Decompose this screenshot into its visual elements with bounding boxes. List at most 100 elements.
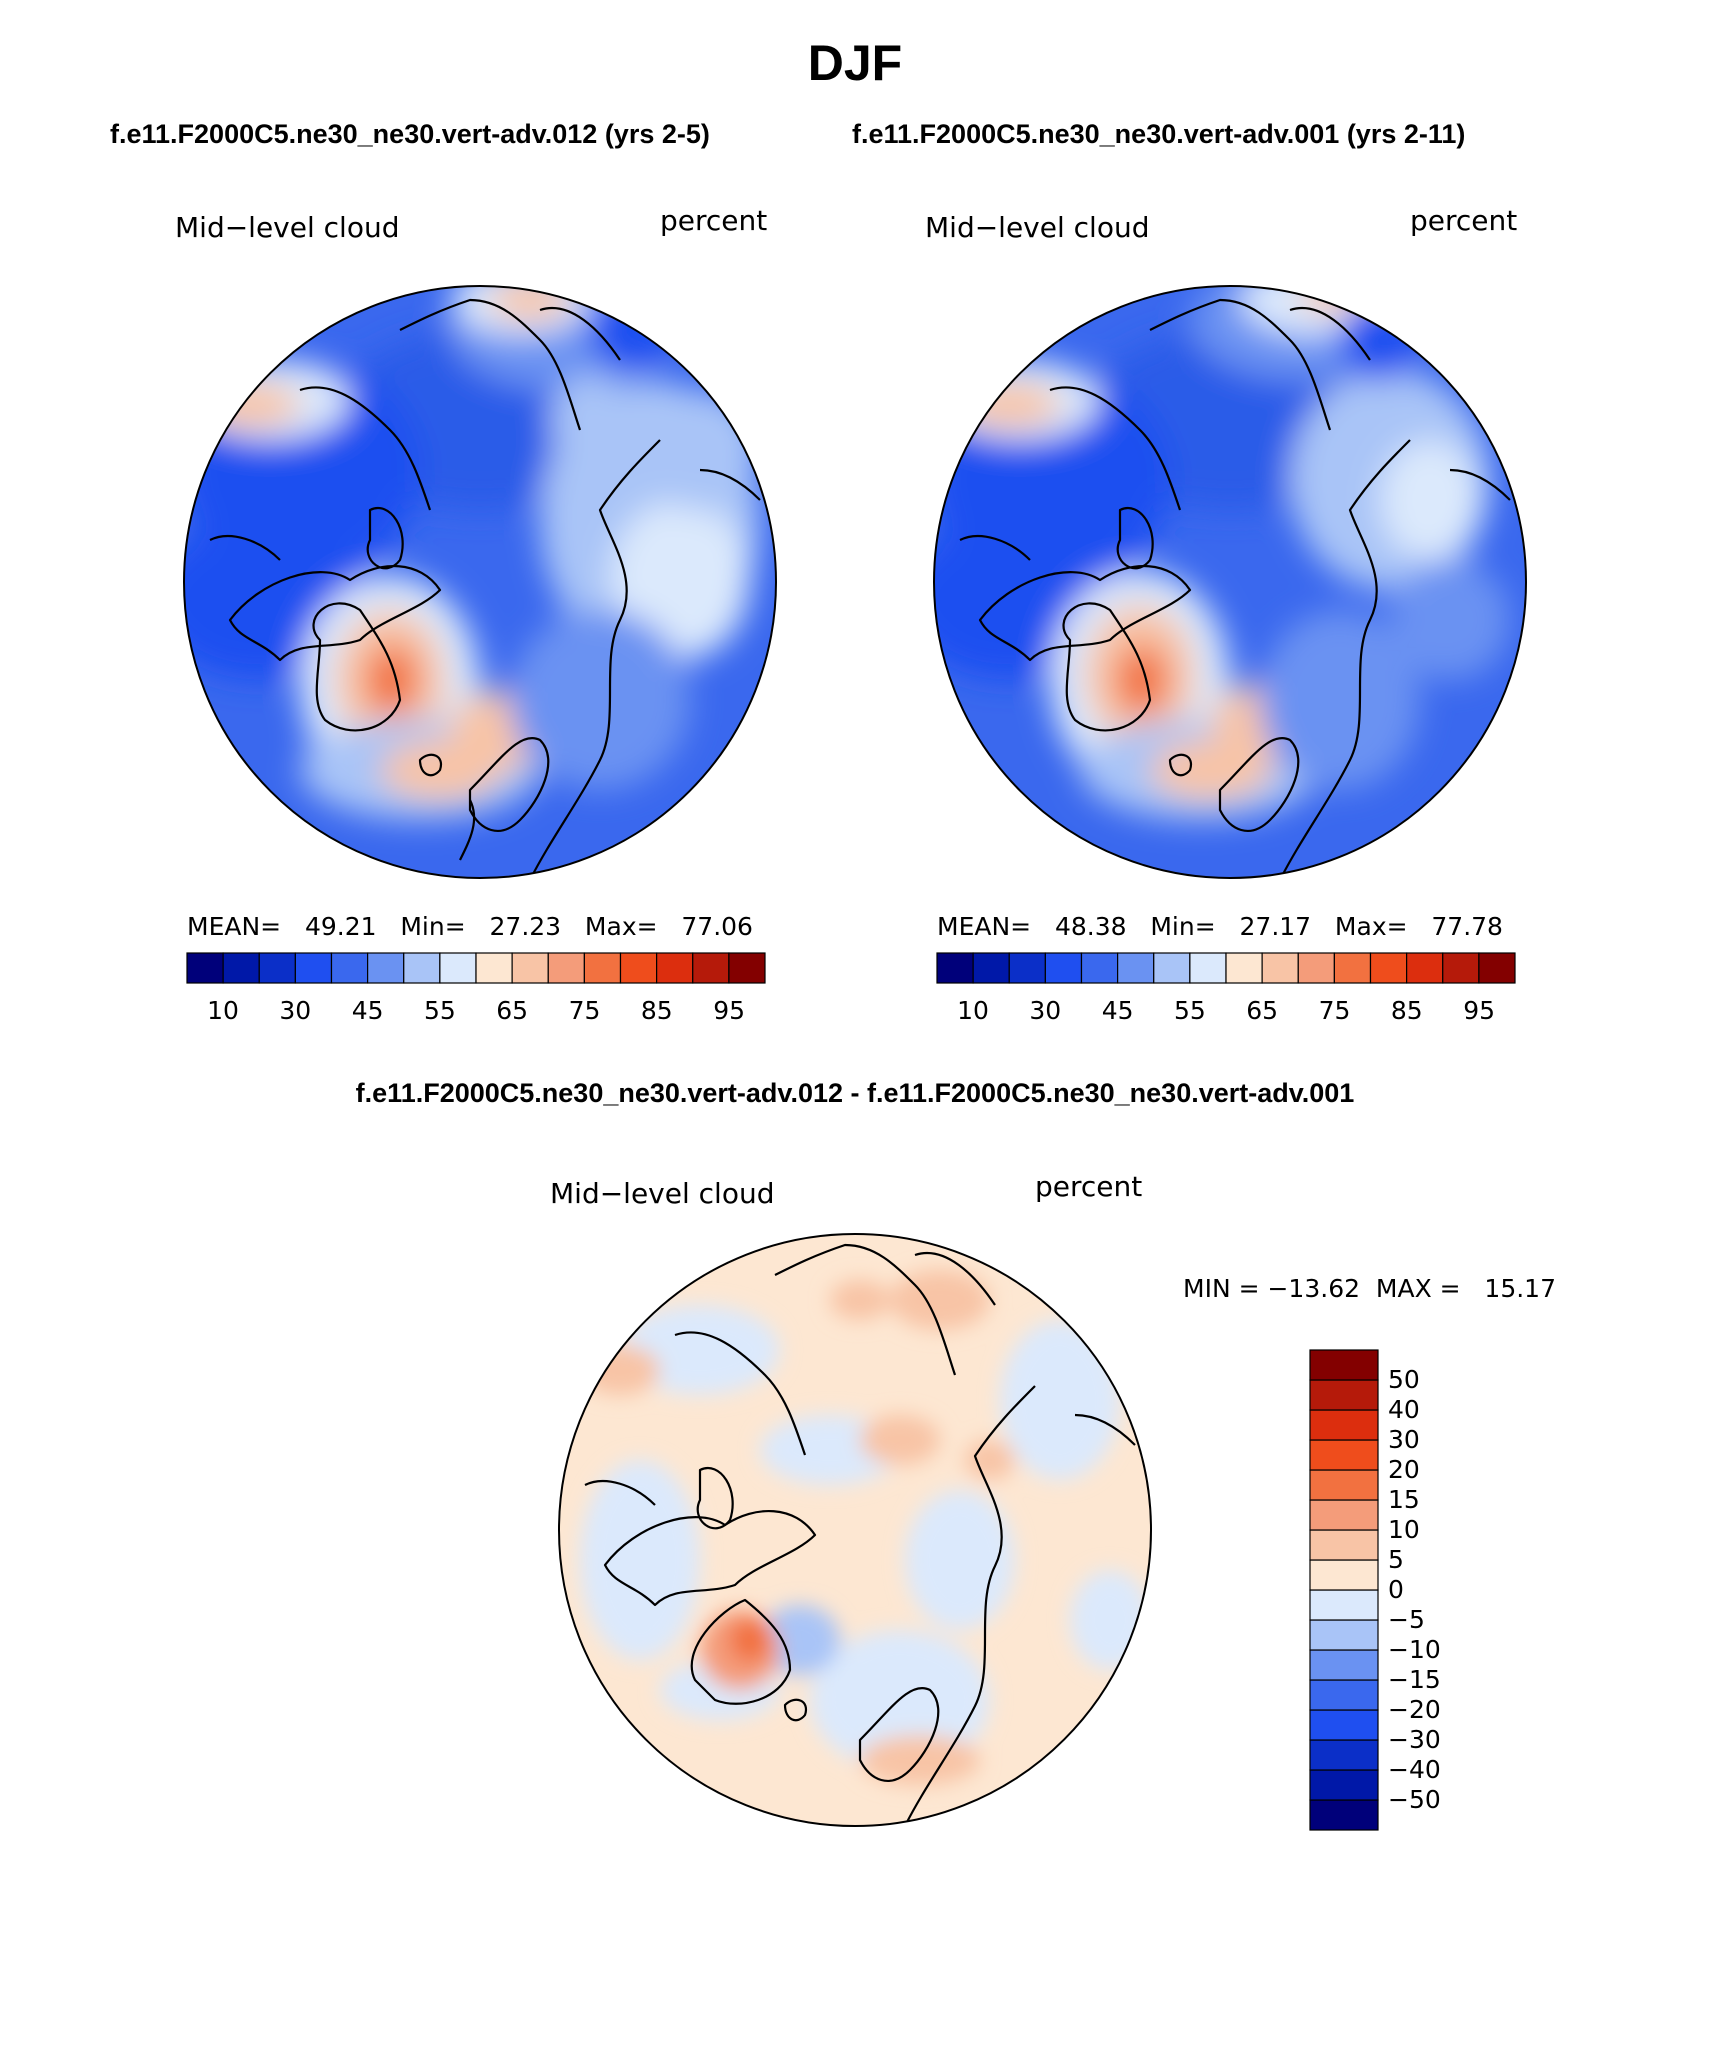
colorbar-swatch [1261,952,1299,984]
colorbar-swatch [1309,1739,1379,1771]
variable-label-left: Mid−level cloud [175,211,399,244]
colorbar-tick-label: 75 [569,996,601,1025]
colorbar-tick-label: 10 [957,996,989,1025]
colorbar-swatch [1309,1799,1379,1831]
colorbar-swatch [258,952,296,984]
colorbar-tick-label: −30 [1388,1725,1441,1754]
colorbar-tick-label: 55 [424,996,456,1025]
colorbar-swatch [936,952,974,984]
coastlines-left [209,298,761,878]
colorbar-swatch [511,952,549,984]
colorbar-swatch [1008,952,1046,984]
colorbar-swatch [1309,1589,1379,1621]
main-title: DJF [808,35,902,91]
colorbar-swatch [1333,952,1372,984]
colorbar-swatch [367,952,405,984]
colorbar-swatch [972,952,1010,984]
colorbar-tick-label: 30 [279,996,311,1025]
colorbar-tick-label: −50 [1388,1785,1441,1814]
units-label-right: percent [1410,204,1517,237]
stats-left: MEAN= 49.21 Min= 27.23 Max= 77.06 [187,912,753,941]
variable-label-right: Mid−level cloud [925,211,1149,244]
colorbar-swatch [728,952,766,984]
colorbar-swatch [1080,952,1119,984]
colorbar-tick-label: 75 [1319,996,1351,1025]
difference-title: f.e11.F2000C5.ne30_ne30.vert-adv.012 - f… [356,1078,1355,1108]
colorbar-tick-label: 85 [641,996,673,1025]
colorbar-tick-label: 20 [1388,1455,1420,1484]
colorbar-tick-label: 10 [1388,1515,1420,1544]
colorbar-right: 10 30 45 55 65 75 85 95 [936,952,1516,1025]
colorbar-tick-label: 10 [207,996,239,1025]
colorbar-swatch [1189,952,1227,984]
colorbar-tick-label: −40 [1388,1755,1441,1784]
stats-diff: MIN = −13.62 MAX = 15.17 [1183,1274,1556,1303]
colorbar-tick-label: 50 [1388,1365,1420,1394]
units-label-left: percent [660,204,767,237]
colorbar-swatch [1309,1499,1379,1531]
colorbar-tick-label: 85 [1391,996,1423,1025]
colorbar-tick-label: −15 [1388,1665,1441,1694]
colorbar-tick-label: 65 [1246,996,1278,1025]
colorbar-swatch [439,952,477,984]
colorbar-swatch [1478,952,1516,984]
stats-right: MEAN= 48.38 Min= 27.17 Max= 77.78 [937,912,1503,941]
colorbar-swatch [1406,952,1444,984]
colorbar-swatch [1309,1439,1379,1471]
colorbar-swatch [1309,1349,1379,1381]
colorbar-tick-label: 30 [1388,1425,1420,1454]
colorbar-swatch [1309,1769,1379,1801]
colorbar-swatch [1044,952,1083,984]
colorbar-tick-label: −10 [1388,1635,1441,1664]
colorbar-tick-label: 95 [1463,996,1495,1025]
colorbar-tick-label: 15 [1388,1485,1420,1514]
units-label-diff: percent [1035,1170,1142,1203]
colorbar-swatch [619,952,658,984]
colorbar-swatch [1309,1379,1379,1411]
map-difference: Mid−level cloud percent [550,1170,1556,1831]
colorbar-swatch [403,952,441,984]
colorbar-swatch [1309,1679,1379,1711]
colorbar-swatch [583,952,622,984]
panel-title-right: f.e11.F2000C5.ne30_ne30.vert-adv.001 (yr… [852,119,1465,149]
colorbar-tick-label: 45 [1102,996,1134,1025]
coastlines-diff [584,1243,1136,1826]
map-right: Mid−level cloud percent [925,204,1527,1025]
coastlines-right [959,298,1511,878]
colorbar-swatch [1297,952,1335,984]
colorbar-tick-label: −20 [1388,1695,1441,1724]
colorbar-tick-label: 45 [352,996,384,1025]
colorbar-swatch [222,952,260,984]
colorbar-swatch [330,952,369,984]
map-left: Mid−level cloud percent [175,204,777,1025]
colorbar-swatch [1309,1469,1379,1501]
colorbar-swatch [1117,952,1155,984]
map-boundary-right [933,285,1527,879]
colorbar-swatch [547,952,585,984]
colorbar-swatch [294,952,333,984]
colorbar-swatch [1309,1529,1379,1561]
colorbar-tick-label: 95 [713,996,745,1025]
colorbar-tick-label: 30 [1029,996,1061,1025]
contour-field-left [184,286,776,878]
colorbar-swatch [186,952,224,984]
map-boundary-diff [558,1233,1152,1827]
colorbar-swatch [1309,1409,1379,1441]
variable-label-diff: Mid−level cloud [550,1177,774,1210]
colorbar-swatch [1309,1709,1379,1741]
colorbar-swatch [1225,952,1263,984]
colorbar-swatch [656,952,694,984]
colorbar-swatch [1369,952,1408,984]
colorbar-swatch [1153,952,1191,984]
map-boundary-left [183,285,777,879]
colorbar-tick-label: 40 [1388,1395,1420,1424]
colorbar-tick-label: 55 [1174,996,1206,1025]
panel-title-left: f.e11.F2000C5.ne30_ne30.vert-adv.012 (yr… [110,119,710,149]
colorbar-tick-label: −5 [1388,1605,1425,1634]
colorbar-swatch [1309,1619,1379,1651]
colorbar-tick-label: 0 [1388,1575,1404,1604]
contour-field-right [934,286,1526,878]
colorbar-left: 10 30 45 55 65 75 85 95 [186,952,766,1025]
